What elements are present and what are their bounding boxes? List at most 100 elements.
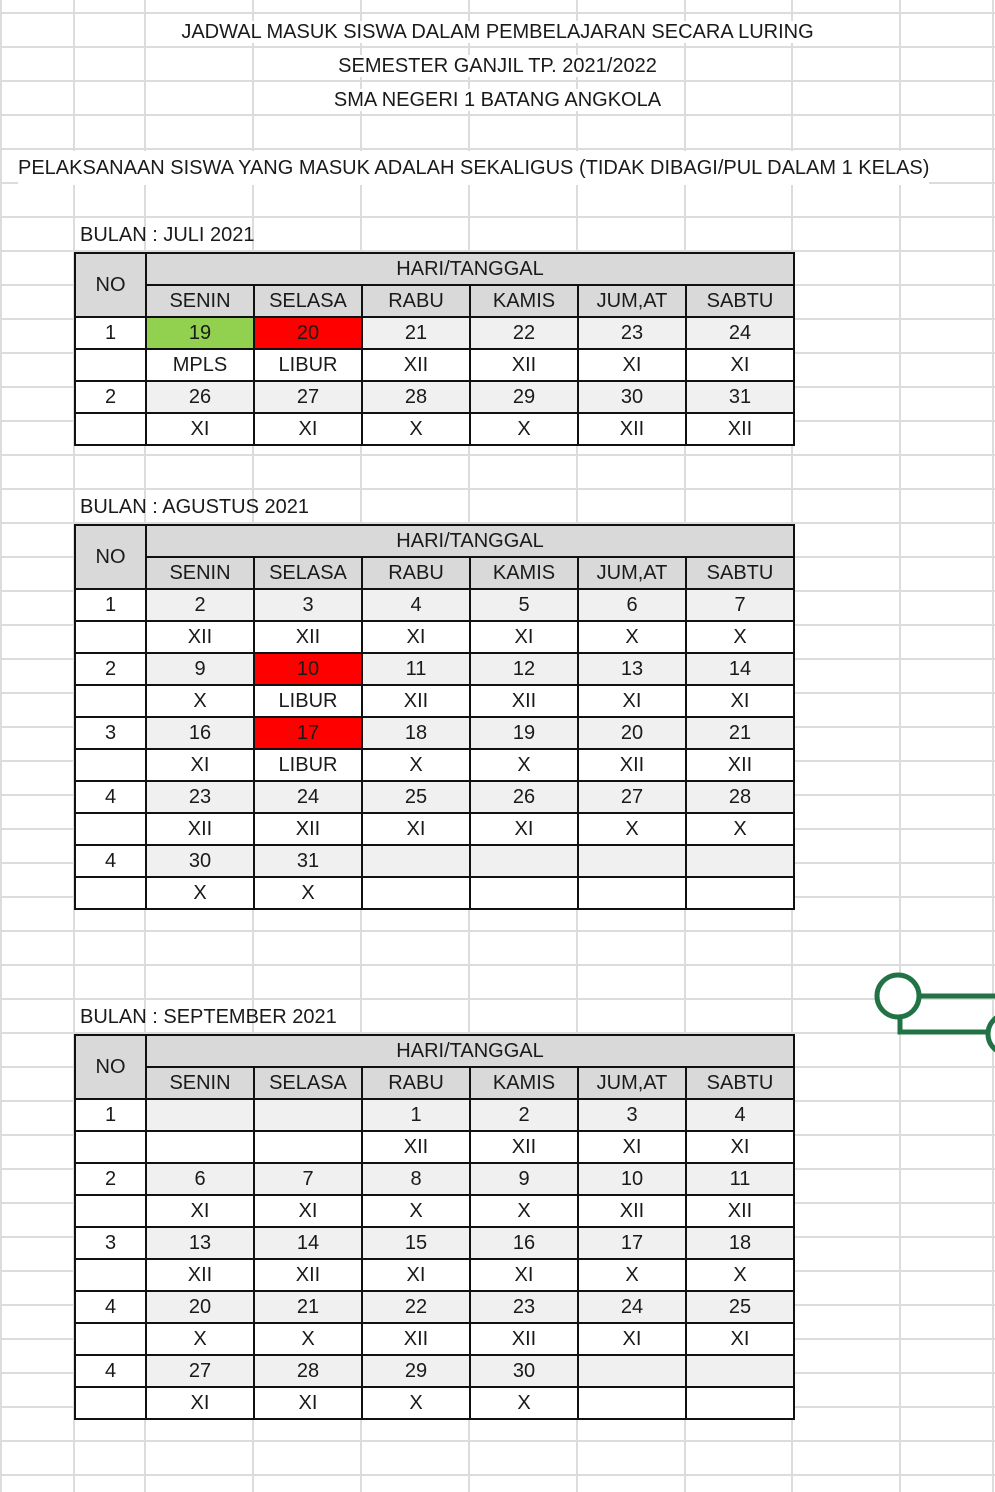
date-cell[interactable]: 18 — [361, 716, 471, 750]
date-cell[interactable]: 31 — [253, 844, 363, 878]
date-cell[interactable]: 28 — [685, 780, 795, 814]
class-cell[interactable]: XI — [469, 812, 579, 846]
class-cell[interactable]: XI — [685, 1130, 795, 1164]
date-cell[interactable] — [145, 1098, 255, 1132]
class-cell[interactable]: XI — [361, 620, 471, 654]
date-cell[interactable]: 27 — [577, 780, 687, 814]
class-cell[interactable]: XI — [145, 412, 255, 446]
date-cell[interactable]: 12 — [469, 652, 579, 686]
date-cell[interactable]: 11 — [361, 652, 471, 686]
date-cell[interactable]: 3 — [577, 1098, 687, 1132]
date-cell[interactable]: 18 — [685, 1226, 795, 1260]
date-cell[interactable]: 9 — [145, 652, 255, 686]
class-cell[interactable]: XII — [577, 412, 687, 446]
class-cell[interactable]: X — [361, 748, 471, 782]
date-cell[interactable]: 2 — [469, 1098, 579, 1132]
selection-handle-icon[interactable] — [873, 972, 995, 1062]
class-cell[interactable]: XII — [253, 1258, 363, 1292]
class-cell[interactable]: X — [469, 1194, 579, 1228]
date-cell[interactable]: 7 — [685, 588, 795, 622]
class-cell[interactable]: X — [253, 1322, 363, 1356]
class-cell[interactable]: X — [145, 876, 255, 910]
class-cell[interactable]: XII — [469, 684, 579, 718]
date-cell[interactable]: 23 — [577, 316, 687, 350]
class-cell[interactable]: XII — [685, 748, 795, 782]
class-cell[interactable]: X — [577, 620, 687, 654]
class-cell[interactable]: XII — [361, 1130, 471, 1164]
class-cell[interactable] — [577, 1386, 687, 1420]
date-cell[interactable]: 24 — [253, 780, 363, 814]
class-cell[interactable]: X — [253, 876, 363, 910]
date-cell[interactable]: 20 — [145, 1290, 255, 1324]
date-cell[interactable]: 9 — [469, 1162, 579, 1196]
date-cell[interactable]: 10 — [577, 1162, 687, 1196]
class-cell[interactable]: XII — [145, 1258, 255, 1292]
class-cell[interactable] — [685, 1386, 795, 1420]
date-cell[interactable]: 31 — [685, 380, 795, 414]
class-cell[interactable] — [253, 1130, 363, 1164]
class-cell[interactable]: XI — [253, 412, 363, 446]
class-cell[interactable]: XI — [361, 812, 471, 846]
class-cell[interactable]: X — [361, 1194, 471, 1228]
date-cell[interactable] — [685, 844, 795, 878]
class-cell[interactable]: XI — [253, 1386, 363, 1420]
class-cell[interactable]: LIBUR — [253, 348, 363, 382]
class-cell[interactable]: XI — [253, 1194, 363, 1228]
class-cell[interactable]: XI — [685, 1322, 795, 1356]
date-cell[interactable]: 26 — [145, 380, 255, 414]
date-cell[interactable] — [685, 1354, 795, 1388]
class-cell[interactable] — [577, 876, 687, 910]
date-cell[interactable]: 19 — [145, 316, 255, 350]
class-cell[interactable]: X — [469, 1386, 579, 1420]
date-cell[interactable] — [469, 844, 579, 878]
class-cell[interactable]: X — [145, 684, 255, 718]
class-cell[interactable]: LIBUR — [253, 748, 363, 782]
class-cell[interactable]: XII — [253, 812, 363, 846]
date-cell[interactable]: 16 — [145, 716, 255, 750]
date-cell[interactable]: 17 — [253, 716, 363, 750]
date-cell[interactable]: 22 — [361, 1290, 471, 1324]
class-cell[interactable]: XI — [469, 1258, 579, 1292]
class-cell[interactable]: XI — [577, 348, 687, 382]
date-cell[interactable]: 6 — [577, 588, 687, 622]
date-cell[interactable]: 23 — [469, 1290, 579, 1324]
date-cell[interactable]: 23 — [145, 780, 255, 814]
date-cell[interactable]: 19 — [469, 716, 579, 750]
date-cell[interactable]: 27 — [145, 1354, 255, 1388]
class-cell[interactable]: XI — [145, 748, 255, 782]
date-cell[interactable]: 5 — [469, 588, 579, 622]
class-cell[interactable]: X — [685, 812, 795, 846]
date-cell[interactable] — [361, 844, 471, 878]
class-cell[interactable]: XI — [145, 1194, 255, 1228]
date-cell[interactable]: 13 — [577, 652, 687, 686]
class-cell[interactable]: XI — [361, 1258, 471, 1292]
date-cell[interactable]: 29 — [469, 380, 579, 414]
date-cell[interactable]: 24 — [685, 316, 795, 350]
date-cell[interactable]: 21 — [253, 1290, 363, 1324]
class-cell[interactable]: X — [685, 620, 795, 654]
class-cell[interactable] — [145, 1130, 255, 1164]
date-cell[interactable] — [577, 844, 687, 878]
class-cell[interactable]: X — [361, 412, 471, 446]
date-cell[interactable]: 26 — [469, 780, 579, 814]
class-cell[interactable]: XI — [577, 1130, 687, 1164]
date-cell[interactable]: 28 — [361, 380, 471, 414]
class-cell[interactable]: XII — [361, 348, 471, 382]
date-cell[interactable]: 3 — [253, 588, 363, 622]
date-cell[interactable]: 14 — [253, 1226, 363, 1260]
date-cell[interactable]: 27 — [253, 380, 363, 414]
date-cell[interactable]: 13 — [145, 1226, 255, 1260]
class-cell[interactable]: X — [469, 412, 579, 446]
date-cell[interactable]: 25 — [685, 1290, 795, 1324]
date-cell[interactable]: 2 — [145, 588, 255, 622]
date-cell[interactable]: 7 — [253, 1162, 363, 1196]
class-cell[interactable]: X — [577, 1258, 687, 1292]
date-cell[interactable]: 21 — [685, 716, 795, 750]
date-cell[interactable]: 28 — [253, 1354, 363, 1388]
date-cell[interactable]: 21 — [361, 316, 471, 350]
date-cell[interactable]: 15 — [361, 1226, 471, 1260]
class-cell[interactable]: XII — [253, 620, 363, 654]
date-cell[interactable] — [253, 1098, 363, 1132]
class-cell[interactable]: XII — [469, 1322, 579, 1356]
class-cell[interactable]: X — [685, 1258, 795, 1292]
